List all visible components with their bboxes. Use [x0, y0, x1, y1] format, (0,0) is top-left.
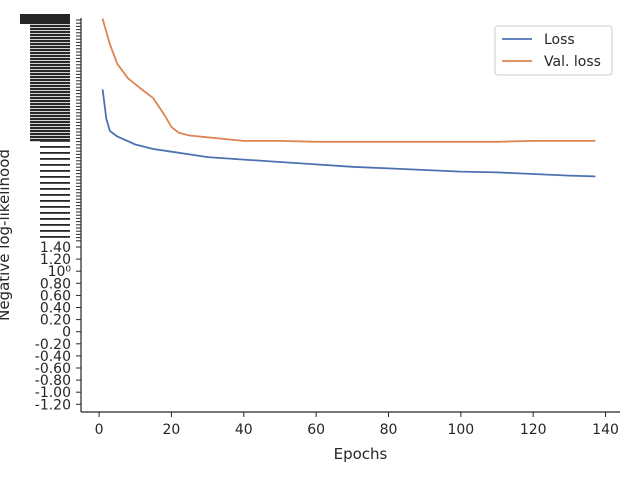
- y-tick-cluster: [20, 14, 81, 242]
- y-tick-label: 0.80: [40, 276, 71, 292]
- y-tick-overlap: [40, 212, 70, 214]
- y-tick-overlap: [30, 133, 70, 136]
- y-tick-overlap: [40, 176, 70, 178]
- y-tick-overlap: [30, 100, 70, 103]
- y-tick-overlap: [30, 25, 70, 28]
- y-tick-overlap: [30, 70, 70, 73]
- y-tick-overlap: [30, 58, 70, 61]
- y-tick-overlap: [40, 158, 70, 160]
- y-tick-overlap: [30, 67, 70, 70]
- x-tick-label: 140: [592, 422, 619, 438]
- y-tick-overlap: [30, 109, 70, 112]
- y-tick-overlap: [40, 230, 70, 232]
- y-tick-label: -0.80: [35, 373, 71, 389]
- y-tick-label: 1.20: [40, 252, 71, 268]
- y-tick-overlap: [30, 55, 70, 58]
- y-tick-label: 1.40: [40, 240, 71, 256]
- x-tick-label: 60: [307, 422, 325, 438]
- y-tick-overlap: [40, 218, 70, 220]
- legend-label: Loss: [544, 32, 575, 48]
- y-tick-overlap: [30, 85, 70, 88]
- y-tick-overlap: [30, 52, 70, 55]
- y-tick-overlap: [30, 121, 70, 124]
- y-tick-overlap: [20, 14, 70, 24]
- y-tick-overlap: [30, 73, 70, 76]
- y-tick-overlap: [30, 103, 70, 106]
- y-tick-overlap: [40, 164, 70, 166]
- y-tick-overlap: [30, 130, 70, 133]
- y-tick-overlap: [40, 140, 70, 142]
- y-tick-overlap: [40, 146, 70, 148]
- series-line-val-loss: [101, 18, 596, 143]
- y-tick-label: 0: [62, 325, 71, 341]
- y-tick-overlap: [30, 136, 70, 139]
- y-tick-label: -0.60: [35, 361, 71, 377]
- x-tick-label: 80: [380, 422, 398, 438]
- y-tick-overlap: [30, 46, 70, 49]
- y-tick-label: -0.40: [35, 349, 71, 365]
- y-axis-title: Negative log-likelihood: [0, 149, 13, 321]
- y-tick-overlap: [30, 97, 70, 100]
- y-tick-overlap: [30, 91, 70, 94]
- y-tick-label: -1.00: [35, 385, 71, 401]
- series-line-loss: [101, 89, 596, 178]
- y-tick-overlap: [30, 43, 70, 46]
- x-tick-label: 100: [447, 422, 474, 438]
- y-tick-label: -0.20: [35, 337, 71, 353]
- y-tick-overlap: [30, 118, 70, 121]
- y-tick-overlap: [30, 124, 70, 127]
- y-tick-overlap: [30, 40, 70, 43]
- y-tick-overlap: [40, 200, 70, 202]
- y-tick-label: 10⁰: [48, 264, 72, 280]
- y-tick-overlap: [40, 152, 70, 154]
- y-tick-label: -1.20: [35, 397, 71, 413]
- y-tick-overlap: [30, 64, 70, 67]
- y-tick-overlap: [30, 34, 70, 37]
- y-tick-label: 0.60: [40, 288, 71, 304]
- y-tick-overlap: [40, 188, 70, 190]
- x-tick-label: 0: [95, 422, 104, 438]
- y-tick-overlap: [30, 28, 70, 31]
- x-tick-label: 20: [163, 422, 181, 438]
- y-tick-overlap: [30, 49, 70, 52]
- y-tick-overlap: [30, 112, 70, 115]
- y-tick-overlap: [30, 106, 70, 109]
- y-tick-overlap: [30, 37, 70, 40]
- y-tick-overlap: [40, 236, 70, 238]
- y-tick-overlap: [40, 170, 70, 172]
- y-tick-overlap: [30, 115, 70, 118]
- y-tick-overlap: [40, 224, 70, 226]
- y-tick-overlap: [30, 76, 70, 79]
- x-tick-label: 40: [235, 422, 253, 438]
- y-tick-overlap: [30, 94, 70, 97]
- x-axis-title: Epochs: [334, 445, 388, 463]
- y-tick-overlap: [40, 182, 70, 184]
- legend: Loss Val. loss: [494, 25, 613, 76]
- x-tick-label: 120: [520, 422, 547, 438]
- y-tick-overlap: [30, 88, 70, 91]
- y-tick-overlap: [30, 61, 70, 64]
- y-tick-label: 0.40: [40, 301, 71, 317]
- y-tick-overlap: [30, 82, 70, 85]
- y-tick-overlap: [30, 79, 70, 82]
- y-tick-overlap: [30, 127, 70, 130]
- y-tick-overlap: [40, 206, 70, 208]
- legend-label: Val. loss: [544, 54, 601, 70]
- y-tick-label: 0.20: [40, 313, 71, 329]
- y-tick-overlap: [30, 31, 70, 34]
- y-tick-overlap: [40, 194, 70, 196]
